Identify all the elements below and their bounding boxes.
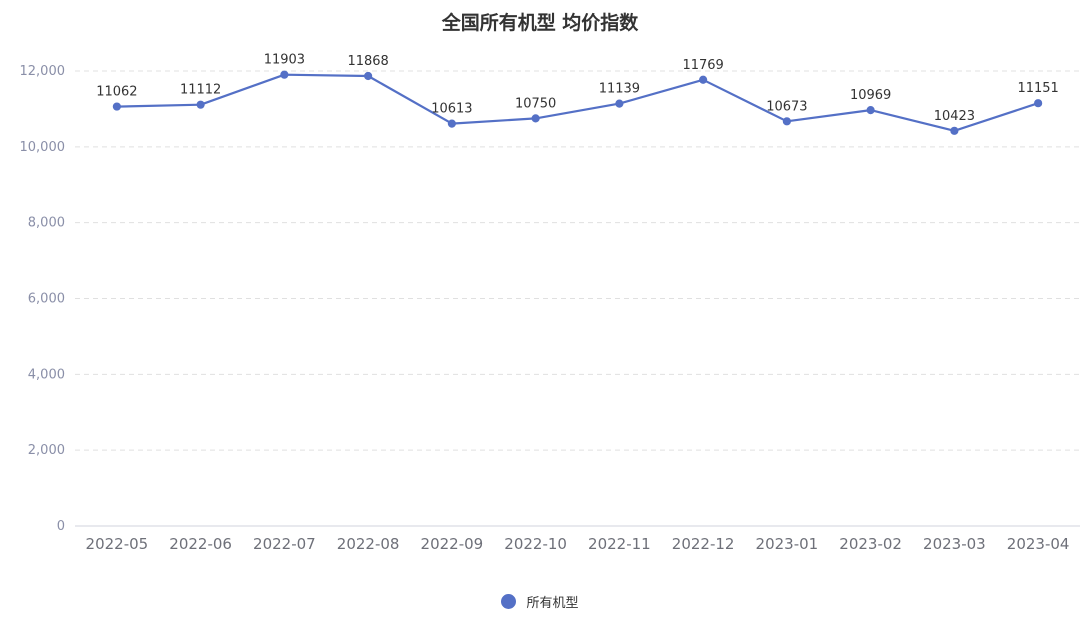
chart-title: 全国所有机型 均价指数	[441, 12, 639, 34]
y-tick-label: 6,000	[28, 292, 65, 307]
x-axis: 2022-05 2022-06 2022-07 2022-08 2022-09 2022-…	[75, 525, 1080, 553]
x-tick-label: 2022-07	[253, 535, 316, 553]
data-point[interactable]	[447, 119, 456, 128]
legend-label: 所有机型	[526, 596, 579, 611]
x-tick-label: 2022-12	[672, 535, 735, 553]
data-label: 11112	[180, 83, 221, 98]
x-tick-label: 2022-06	[169, 535, 232, 553]
legend-marker-icon	[501, 594, 517, 609]
data-label: 10423	[934, 109, 975, 124]
line-chart: 0 2,000 4,000 6,000 8,000 10,000 12,000 2022-0…	[20, 53, 1080, 553]
data-label: 11139	[599, 82, 640, 97]
data-point[interactable]	[196, 100, 205, 109]
data-label: 11151	[1017, 81, 1058, 96]
y-tick-label: 12,000	[20, 64, 66, 79]
data-point[interactable]	[699, 75, 708, 84]
x-tick-label: 2023-01	[756, 535, 819, 553]
x-tick-label: 2022-09	[421, 535, 484, 553]
x-tick-label: 2022-10	[504, 535, 567, 553]
y-tick-label: 4,000	[28, 367, 65, 382]
data-point[interactable]	[112, 102, 121, 111]
y-tick-label: 10,000	[20, 140, 66, 155]
data-label: 11868	[347, 54, 388, 69]
x-tick-label: 2023-03	[923, 535, 986, 553]
x-tick-label: 2022-08	[337, 535, 400, 553]
data-points	[112, 70, 1043, 135]
grid-lines	[75, 70, 1080, 451]
y-tick-label: 2,000	[28, 443, 65, 458]
y-tick-label: 0	[57, 519, 65, 534]
data-point[interactable]	[866, 105, 875, 115]
series-line-group	[116, 73, 1039, 132]
data-point[interactable]	[1034, 99, 1043, 108]
data-label: 10750	[515, 96, 556, 111]
data-label: 11903	[264, 53, 305, 68]
data-label: 11062	[96, 85, 137, 100]
data-label: 10969	[850, 88, 891, 103]
data-point[interactable]	[615, 99, 624, 108]
x-tick-label: 2023-02	[839, 535, 902, 553]
data-point[interactable]	[280, 70, 289, 79]
data-point[interactable]	[782, 117, 791, 126]
x-tick-label: 2022-05	[86, 535, 149, 553]
data-point[interactable]	[364, 71, 373, 81]
data-label: 10673	[766, 99, 807, 114]
x-tick-label: 2023-04	[1007, 535, 1070, 553]
series-line	[116, 73, 1039, 132]
y-tick-label: 8,000	[28, 216, 65, 231]
data-label: 10613	[431, 102, 472, 117]
y-axis: 0 2,000 4,000 6,000 8,000 10,000 12,000	[20, 64, 66, 534]
x-tick-label: 2022-11	[588, 535, 651, 553]
data-point[interactable]	[531, 114, 540, 123]
data-labels: 11062 11112 11903 11868 10613 10750 11139 11769…	[96, 53, 1059, 124]
legend[interactable]: 所有机型	[0, 592, 1080, 611]
data-label: 11769	[682, 58, 723, 73]
data-point[interactable]	[950, 126, 959, 135]
